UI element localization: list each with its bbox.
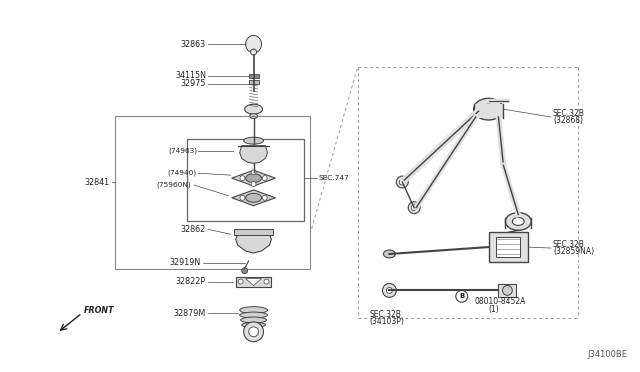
Polygon shape — [236, 234, 271, 253]
Text: (74940): (74940) — [168, 170, 197, 176]
Bar — [497, 237, 520, 257]
Circle shape — [262, 176, 267, 180]
Ellipse shape — [474, 98, 504, 120]
Polygon shape — [246, 279, 262, 285]
Bar — [248, 80, 259, 84]
Text: 32975: 32975 — [180, 79, 206, 88]
Text: (1): (1) — [488, 305, 499, 314]
Text: SEC.32B: SEC.32B — [369, 310, 401, 318]
Polygon shape — [232, 190, 275, 206]
Text: 32879M: 32879M — [173, 308, 206, 318]
Text: 32841: 32841 — [84, 177, 110, 187]
Ellipse shape — [242, 323, 266, 327]
Text: SEC.747: SEC.747 — [318, 175, 349, 181]
Ellipse shape — [250, 113, 257, 119]
Circle shape — [396, 176, 408, 188]
Circle shape — [240, 195, 245, 200]
Bar — [499, 283, 516, 297]
Bar — [474, 104, 504, 118]
Text: (32859NA): (32859NA) — [553, 247, 594, 257]
Ellipse shape — [240, 312, 268, 318]
Bar — [488, 232, 528, 262]
Text: 08010-8452A: 08010-8452A — [475, 297, 526, 306]
Circle shape — [408, 202, 420, 214]
Circle shape — [456, 291, 468, 302]
Text: (34103P): (34103P) — [369, 317, 404, 327]
Ellipse shape — [383, 250, 396, 258]
Circle shape — [262, 195, 267, 200]
Ellipse shape — [241, 317, 266, 323]
Circle shape — [412, 205, 417, 211]
Circle shape — [251, 49, 257, 55]
Circle shape — [399, 179, 405, 185]
Bar — [115, 116, 310, 269]
Bar — [248, 74, 259, 78]
Polygon shape — [240, 145, 268, 163]
Ellipse shape — [512, 218, 524, 225]
Circle shape — [387, 288, 392, 294]
Ellipse shape — [246, 174, 262, 183]
Polygon shape — [236, 277, 271, 288]
Ellipse shape — [244, 137, 264, 144]
Text: J34100BE: J34100BE — [588, 350, 627, 359]
Text: 32919N: 32919N — [170, 258, 201, 267]
Circle shape — [251, 170, 256, 175]
Text: (32868): (32868) — [553, 116, 583, 125]
Text: 32863: 32863 — [181, 40, 206, 49]
Circle shape — [502, 285, 512, 295]
Circle shape — [383, 283, 396, 297]
Circle shape — [238, 279, 243, 284]
Circle shape — [248, 327, 259, 337]
Ellipse shape — [240, 307, 268, 314]
Text: SEC.32B: SEC.32B — [553, 240, 585, 248]
Bar — [187, 139, 304, 221]
Circle shape — [264, 279, 269, 284]
Text: 34115N: 34115N — [175, 71, 206, 80]
Text: (75960N): (75960N) — [156, 182, 191, 188]
Ellipse shape — [506, 212, 531, 230]
Circle shape — [242, 268, 248, 274]
Ellipse shape — [246, 193, 262, 202]
Circle shape — [244, 322, 264, 341]
Bar — [234, 230, 273, 235]
Polygon shape — [232, 170, 275, 186]
Text: (74963): (74963) — [168, 147, 197, 154]
Ellipse shape — [244, 104, 262, 114]
Text: 32862: 32862 — [180, 225, 206, 234]
Text: B: B — [459, 294, 465, 299]
Ellipse shape — [481, 104, 495, 114]
Circle shape — [251, 182, 256, 186]
Text: FRONT: FRONT — [84, 306, 115, 315]
Text: SEC.32B: SEC.32B — [553, 109, 585, 118]
Circle shape — [240, 176, 245, 180]
Text: 32822P: 32822P — [176, 277, 206, 286]
Polygon shape — [246, 35, 262, 53]
